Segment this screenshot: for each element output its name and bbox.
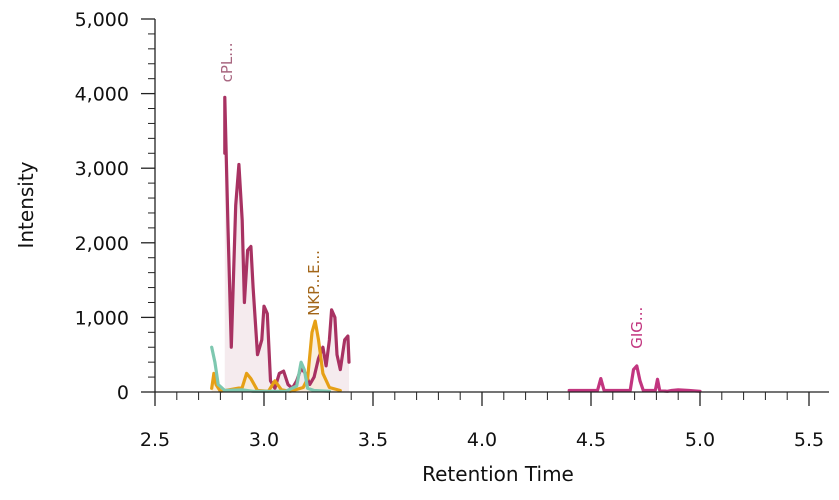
y-tick-label: 2,000 <box>75 233 129 255</box>
tick-group: 0 1,000 2,000 3,000 4,000 5,000 2.5 3.0 3.5 4.0 4.… <box>75 9 825 451</box>
x-tick-label: 3.5 <box>358 429 388 451</box>
peak-annotation: GIG... <box>628 307 646 349</box>
series-0-area <box>224 97 350 393</box>
x-tick-label: 3.0 <box>249 429 279 451</box>
y-tick-label: 5,000 <box>75 9 129 31</box>
series-2-line <box>210 345 331 393</box>
trace-line-group <box>210 95 702 393</box>
series-0-line <box>223 95 351 390</box>
y-tick-label: 3,000 <box>75 158 129 180</box>
peak-annotation: cPL... <box>218 42 236 82</box>
x-tick-label: 4.5 <box>576 429 606 451</box>
peak-annotation: NKP...E... <box>305 250 323 316</box>
y-tick-label: 0 <box>117 382 129 404</box>
x-axis-title: Retention Time <box>422 462 574 486</box>
series-3-line <box>567 364 702 393</box>
x-tick-label: 5.5 <box>794 429 824 451</box>
y-tick-label: 1,000 <box>75 307 129 329</box>
x-tick-label: 2.5 <box>140 429 170 451</box>
x-tick-label: 5.0 <box>685 429 715 451</box>
axes-group <box>154 19 829 393</box>
y-tick-label: 4,000 <box>75 84 129 106</box>
y-axis-title: Intensity <box>14 161 38 248</box>
annotation-group: cPL... NKP...E... GIG... <box>218 42 646 348</box>
x-tick-label: 4.0 <box>467 429 497 451</box>
